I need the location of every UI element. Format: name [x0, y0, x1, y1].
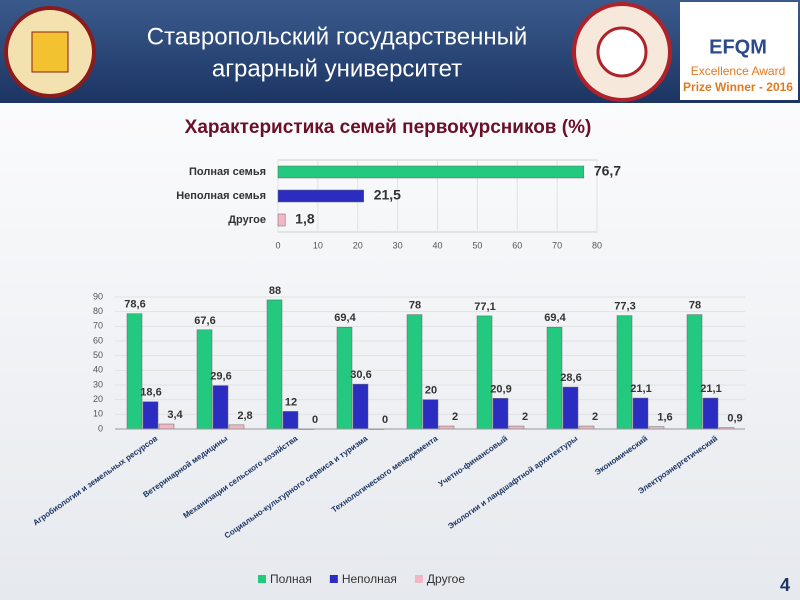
bar: [266, 299, 283, 430]
data-label: 2: [592, 411, 598, 423]
data-label: 20,9: [490, 383, 511, 395]
bar: [476, 315, 493, 430]
bar: [406, 314, 423, 430]
data-label: 21,1: [700, 383, 721, 395]
data-label: 77,1: [474, 301, 495, 313]
x-tick-label: 0: [275, 240, 280, 250]
data-label: 2: [522, 411, 528, 423]
bar: [142, 401, 159, 430]
data-label: 21,5: [374, 187, 401, 203]
y-tick-label: 20: [93, 394, 103, 404]
bar: [277, 213, 286, 227]
y-tick-label: 70: [93, 321, 103, 331]
x-tick-label: 70: [552, 240, 562, 250]
legend-label: Неполная: [342, 572, 397, 586]
data-label: 1,8: [295, 211, 315, 227]
award-name: EFQM: [709, 36, 767, 58]
logo-quality-inner: [596, 26, 648, 78]
award-line: Prize Winner - 2016: [683, 80, 793, 94]
x-tick-label: 40: [432, 240, 442, 250]
x-tick-label: 30: [393, 240, 403, 250]
data-label: 78,6: [124, 299, 145, 311]
bar: [562, 386, 579, 430]
data-label: 67,6: [194, 315, 215, 327]
bar: [228, 424, 245, 430]
bar: [686, 314, 703, 430]
y-tick-label: 50: [93, 350, 103, 360]
y-tick-label: 90: [93, 291, 103, 301]
data-label: 29,6: [210, 370, 231, 382]
y-tick-label: Неполная семья: [176, 190, 266, 202]
data-label: 2,8: [237, 410, 252, 422]
data-label: 3,4: [167, 409, 183, 421]
header-title: Ставропольский государственный: [147, 23, 528, 50]
bar: [422, 399, 439, 430]
data-label: 76,7: [594, 163, 621, 179]
y-tick-label: 60: [93, 335, 103, 345]
y-tick-label: 40: [93, 365, 103, 375]
y-tick-label: 80: [93, 306, 103, 316]
y-tick-label: Полная семья: [189, 166, 266, 178]
bar: [126, 313, 143, 430]
bar: [277, 189, 364, 203]
y-tick-label: 30: [93, 379, 103, 389]
header-title: аграрный университет: [212, 55, 462, 82]
award-box: [680, 2, 798, 100]
bar: [702, 397, 719, 430]
y-tick-label: 0: [98, 423, 103, 433]
legend-swatch: [329, 575, 338, 583]
data-label: 78: [409, 300, 421, 312]
legend-label: Полная: [270, 572, 312, 586]
data-label: 69,4: [334, 312, 356, 324]
award-line: Excellence Award: [691, 64, 786, 78]
chart-title: Характеристика семей первокурсников (%): [185, 117, 592, 138]
data-label: 0: [382, 414, 388, 426]
data-label: 21,1: [630, 383, 651, 395]
data-label: 12: [285, 396, 297, 408]
legend-swatch: [414, 575, 423, 583]
data-label: 78: [689, 300, 701, 312]
bar: [492, 398, 509, 430]
data-label: 0: [312, 414, 318, 426]
bar: [277, 165, 585, 179]
x-tick-label: 20: [353, 240, 363, 250]
bar: [158, 423, 175, 430]
y-tick-label: 10: [93, 409, 103, 419]
data-label: 88: [269, 285, 281, 297]
legend-label: Другое: [427, 572, 465, 586]
y-tick-label: Другое: [228, 214, 266, 226]
data-label: 30,6: [350, 369, 371, 381]
data-label: 0,9: [727, 413, 742, 425]
bar: [282, 411, 299, 430]
data-label: 1,6: [657, 412, 672, 424]
data-label: 18,6: [140, 387, 161, 399]
data-label: 77,3: [614, 301, 635, 313]
x-tick-label: 50: [472, 240, 482, 250]
x-tick-label: 10: [313, 240, 323, 250]
bar: [616, 315, 633, 430]
data-label: 2: [452, 411, 458, 423]
bar: [352, 383, 369, 430]
x-tick-label: 60: [512, 240, 522, 250]
data-label: 20: [425, 385, 437, 397]
bar: [632, 397, 649, 430]
data-label: 69,4: [544, 312, 566, 324]
logo-shield: [31, 31, 69, 73]
bar: [212, 385, 229, 430]
data-label: 28,6: [560, 372, 581, 384]
legend-swatch: [258, 575, 266, 583]
page-number: 4: [780, 575, 790, 595]
x-tick-label: 80: [592, 240, 602, 250]
